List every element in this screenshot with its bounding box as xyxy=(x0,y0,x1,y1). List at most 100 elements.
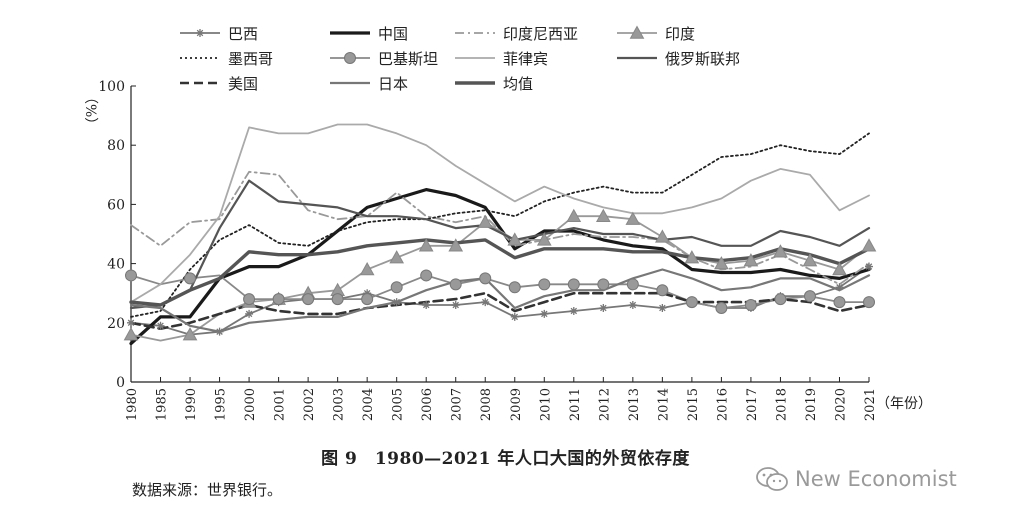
x-tick-label: 2020 xyxy=(833,388,848,421)
wechat-icon xyxy=(756,467,788,491)
series-point xyxy=(302,293,315,306)
series-point xyxy=(331,293,344,306)
series-point xyxy=(451,301,460,310)
legend-marker xyxy=(629,25,645,39)
series-point xyxy=(685,296,698,309)
legend-label: 巴基斯坦 xyxy=(378,50,438,68)
legend-label: 美国 xyxy=(228,75,258,93)
x-tick-label: 2005 xyxy=(391,388,406,421)
x-axis-label: （年份） xyxy=(876,396,932,412)
series-point xyxy=(802,253,818,267)
y-tick-label: 80 xyxy=(107,138,125,154)
x-tick-label: 2015 xyxy=(686,388,701,421)
series-point xyxy=(418,238,434,252)
series-point xyxy=(510,312,519,321)
legend-label: 俄罗斯联邦 xyxy=(665,50,740,68)
series-point xyxy=(774,293,787,306)
series-point xyxy=(361,293,374,306)
series-point xyxy=(156,321,165,330)
series-point xyxy=(536,232,552,246)
figure-caption: 图 9 1980—2021 年人口大国的外贸依存度 xyxy=(321,449,690,469)
series-point xyxy=(215,327,224,336)
y-tick-label: 100 xyxy=(98,79,125,95)
series-point xyxy=(125,269,137,282)
x-tick-label: 2013 xyxy=(627,388,642,421)
data-source-note: 数据来源：世界银行。 xyxy=(132,481,283,499)
series-point xyxy=(245,309,254,318)
series-point xyxy=(479,272,492,285)
series-point xyxy=(863,296,875,309)
series-point xyxy=(540,309,549,318)
series-point xyxy=(715,302,728,314)
x-tick-label: 1990 xyxy=(184,388,199,421)
series-point xyxy=(743,253,759,267)
series-point xyxy=(803,290,816,303)
legend-marker xyxy=(344,52,356,64)
x-tick-label: 2009 xyxy=(509,388,524,421)
x-tick-label: 2012 xyxy=(597,388,612,421)
x-tick-label: 2002 xyxy=(302,388,317,421)
legend-label: 印度 xyxy=(665,25,695,43)
x-tick-label: 1980 xyxy=(125,388,140,421)
series-point xyxy=(508,281,521,294)
x-tick-label: 2019 xyxy=(804,388,819,421)
series-point xyxy=(628,301,637,310)
legend-label: 中国 xyxy=(378,25,408,43)
watermark-text: New Economist xyxy=(795,467,957,491)
series-line xyxy=(130,123,870,304)
series-line xyxy=(129,291,871,331)
series-point xyxy=(420,269,433,282)
legend-label: 均值 xyxy=(503,75,533,93)
series-point xyxy=(182,327,198,341)
y-tick-label: 40 xyxy=(107,257,125,273)
x-tick-label: 2010 xyxy=(538,388,553,421)
x-tick-label: 2000 xyxy=(243,388,258,421)
legend-label: 巴西 xyxy=(228,25,258,43)
series-point xyxy=(714,256,729,270)
x-tick-label: 2003 xyxy=(332,388,347,421)
series-point xyxy=(684,250,700,264)
x-tick-label: 2018 xyxy=(774,388,789,421)
series-point xyxy=(569,306,578,315)
series-point xyxy=(658,304,667,312)
series-point xyxy=(597,278,610,291)
legend-marker xyxy=(196,29,204,37)
series-point xyxy=(389,250,405,264)
x-tick-label: 2006 xyxy=(420,388,435,421)
series-point xyxy=(127,318,135,327)
x-tick-label: 2014 xyxy=(656,388,671,421)
x-tick-label: 2007 xyxy=(450,388,465,421)
series-point xyxy=(243,293,256,306)
series-point xyxy=(422,301,431,310)
series-line xyxy=(129,268,871,333)
series-point xyxy=(184,272,197,285)
series-line xyxy=(130,215,870,342)
series-point xyxy=(507,232,523,246)
y-axis-label: （%） xyxy=(82,90,98,131)
series-point xyxy=(448,238,464,252)
series-point xyxy=(599,304,608,312)
series-line xyxy=(130,132,870,318)
series-point xyxy=(833,296,846,309)
x-tick-label: 2001 xyxy=(273,388,288,421)
x-tick-label: 2011 xyxy=(568,388,583,421)
y-tick-label: 60 xyxy=(107,197,125,213)
series-point xyxy=(538,278,551,291)
series-point xyxy=(123,327,139,341)
series-line xyxy=(129,238,871,307)
x-tick-label: 1995 xyxy=(214,388,229,421)
series-point xyxy=(656,284,669,297)
y-tick-label: 20 xyxy=(107,316,125,332)
x-tick-label: 2016 xyxy=(715,388,730,421)
series-point xyxy=(626,278,639,291)
series-point xyxy=(744,299,757,312)
series-point xyxy=(835,283,844,292)
y-tick-label: 0 xyxy=(116,375,125,391)
series-point xyxy=(567,278,580,291)
series-point xyxy=(481,298,490,307)
x-tick-label: 2021 xyxy=(863,388,878,421)
series-point xyxy=(566,208,582,222)
line-chart: 0 20 40 60 80 100 1980 1985 1990 1995 2000 2001 2002… xyxy=(82,25,932,421)
legend-label: 墨西哥 xyxy=(228,50,273,68)
series-point xyxy=(861,238,877,252)
